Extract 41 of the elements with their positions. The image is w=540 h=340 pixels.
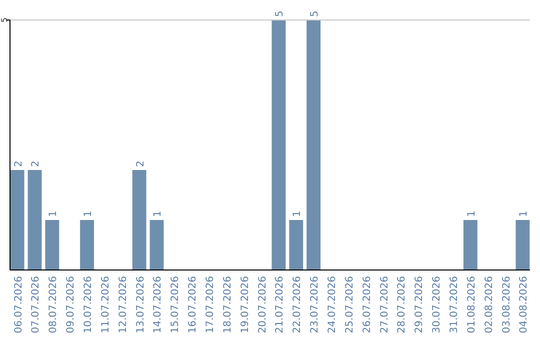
x-tick-label: 01.08.2026 bbox=[466, 276, 478, 334]
x-tick-label: 21.07.2026 bbox=[274, 276, 286, 334]
data-label: 2 bbox=[13, 160, 24, 167]
data-label: 5 bbox=[274, 10, 286, 17]
x-tick-label: 14.07.2026 bbox=[152, 276, 164, 334]
x-tick-label: 28.07.2026 bbox=[396, 276, 408, 334]
x-tick-label: 26.07.2026 bbox=[362, 276, 373, 334]
x-tick-label: 22.07.2026 bbox=[292, 276, 304, 334]
x-tick-label: 19.07.2026 bbox=[240, 276, 251, 334]
x-tick-label: 25.07.2026 bbox=[344, 276, 356, 334]
data-label: 1 bbox=[83, 210, 94, 217]
x-tick-label: 06.07.2026 bbox=[13, 276, 24, 334]
x-tick-label: 23.07.2026 bbox=[310, 276, 321, 334]
data-label: 1 bbox=[48, 210, 60, 217]
x-tick-label: 20.07.2026 bbox=[257, 276, 268, 334]
x-tick-label: 09.07.2026 bbox=[66, 276, 77, 334]
x-tick-label: 11.07.2026 bbox=[100, 276, 112, 334]
x-tick-label: 30.07.2026 bbox=[432, 276, 443, 334]
data-label: 1 bbox=[292, 210, 304, 217]
x-tick-label: 08.07.2026 bbox=[48, 276, 60, 334]
data-label: 1 bbox=[518, 210, 530, 217]
x-tick-label: 04.08.2026 bbox=[518, 276, 530, 334]
x-tick-label: 31.07.2026 bbox=[448, 276, 460, 334]
data-label: 1 bbox=[466, 210, 478, 217]
x-tick-label: 18.07.2026 bbox=[222, 276, 234, 334]
x-tick-label: 16.07.2026 bbox=[188, 276, 199, 334]
x-tick-label: 07.07.2026 bbox=[30, 276, 42, 334]
x-tick-label: 24.07.2026 bbox=[326, 276, 338, 334]
x-tick-label: 15.07.2026 bbox=[170, 276, 182, 334]
x-tick-label: 17.07.2026 bbox=[205, 276, 216, 334]
x-tick-label: 03.08.2026 bbox=[501, 276, 512, 334]
data-label: 2 bbox=[30, 160, 42, 167]
x-tick-label: 29.07.2026 bbox=[414, 276, 426, 334]
x-tick-label: 13.07.2026 bbox=[135, 276, 146, 334]
data-label: 5 bbox=[310, 10, 321, 17]
x-tick-label: 02.08.2026 bbox=[484, 276, 495, 334]
x-tick-label: 27.07.2026 bbox=[379, 276, 390, 334]
x-tick-label: 10.07.2026 bbox=[83, 276, 94, 334]
data-label: 1 bbox=[152, 210, 164, 217]
x-tick-label: 12.07.2026 bbox=[118, 276, 129, 334]
data-label: 2 bbox=[135, 160, 146, 167]
